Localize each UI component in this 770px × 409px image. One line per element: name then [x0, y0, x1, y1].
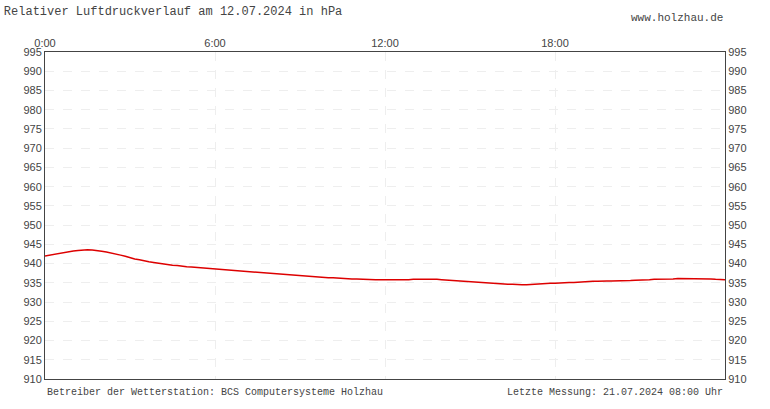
- svg-text:920: 920: [728, 334, 746, 346]
- svg-text:985: 985: [728, 84, 746, 96]
- svg-text:980: 980: [23, 104, 41, 116]
- svg-text:910: 910: [728, 373, 746, 385]
- svg-text:975: 975: [728, 123, 746, 135]
- svg-text:995: 995: [23, 46, 41, 58]
- svg-text:970: 970: [728, 142, 746, 154]
- svg-text:925: 925: [728, 315, 746, 327]
- svg-text:990: 990: [23, 65, 41, 77]
- svg-text:925: 925: [23, 315, 41, 327]
- svg-text:915: 915: [23, 354, 41, 366]
- svg-text:955: 955: [23, 200, 41, 212]
- svg-text:950: 950: [23, 219, 41, 231]
- svg-text:www.holzhau.de: www.holzhau.de: [631, 12, 723, 24]
- svg-text:950: 950: [728, 219, 746, 231]
- svg-text:12:00: 12:00: [371, 37, 399, 49]
- svg-text:995: 995: [728, 46, 746, 58]
- svg-text:960: 960: [728, 181, 746, 193]
- svg-text:980: 980: [728, 104, 746, 116]
- svg-text:6:00: 6:00: [204, 37, 225, 49]
- svg-text:940: 940: [728, 257, 746, 269]
- svg-text:940: 940: [23, 257, 41, 269]
- svg-text:960: 960: [23, 181, 41, 193]
- svg-text:915: 915: [728, 354, 746, 366]
- svg-text:945: 945: [23, 238, 41, 250]
- svg-text:970: 970: [23, 142, 41, 154]
- svg-text:Letzte Messung: 21.07.2024 08:: Letzte Messung: 21.07.2024 08:00 Uhr: [507, 387, 723, 398]
- svg-text:930: 930: [728, 296, 746, 308]
- svg-text:935: 935: [728, 277, 746, 289]
- svg-text:Relativer Luftdruckverlauf am: Relativer Luftdruckverlauf am 12.07.2024…: [4, 5, 342, 19]
- svg-text:990: 990: [728, 65, 746, 77]
- svg-text:0:00: 0:00: [34, 37, 55, 49]
- svg-text:965: 965: [728, 161, 746, 173]
- svg-text:985: 985: [23, 84, 41, 96]
- svg-text:910: 910: [23, 373, 41, 385]
- svg-text:945: 945: [728, 238, 746, 250]
- svg-text:18:00: 18:00: [541, 37, 569, 49]
- svg-text:920: 920: [23, 334, 41, 346]
- svg-text:Betreiber der Wetterstation: B: Betreiber der Wetterstation: BCS Compute…: [47, 387, 383, 398]
- svg-text:935: 935: [23, 277, 41, 289]
- svg-text:930: 930: [23, 296, 41, 308]
- svg-text:965: 965: [23, 161, 41, 173]
- svg-text:975: 975: [23, 123, 41, 135]
- svg-text:955: 955: [728, 200, 746, 212]
